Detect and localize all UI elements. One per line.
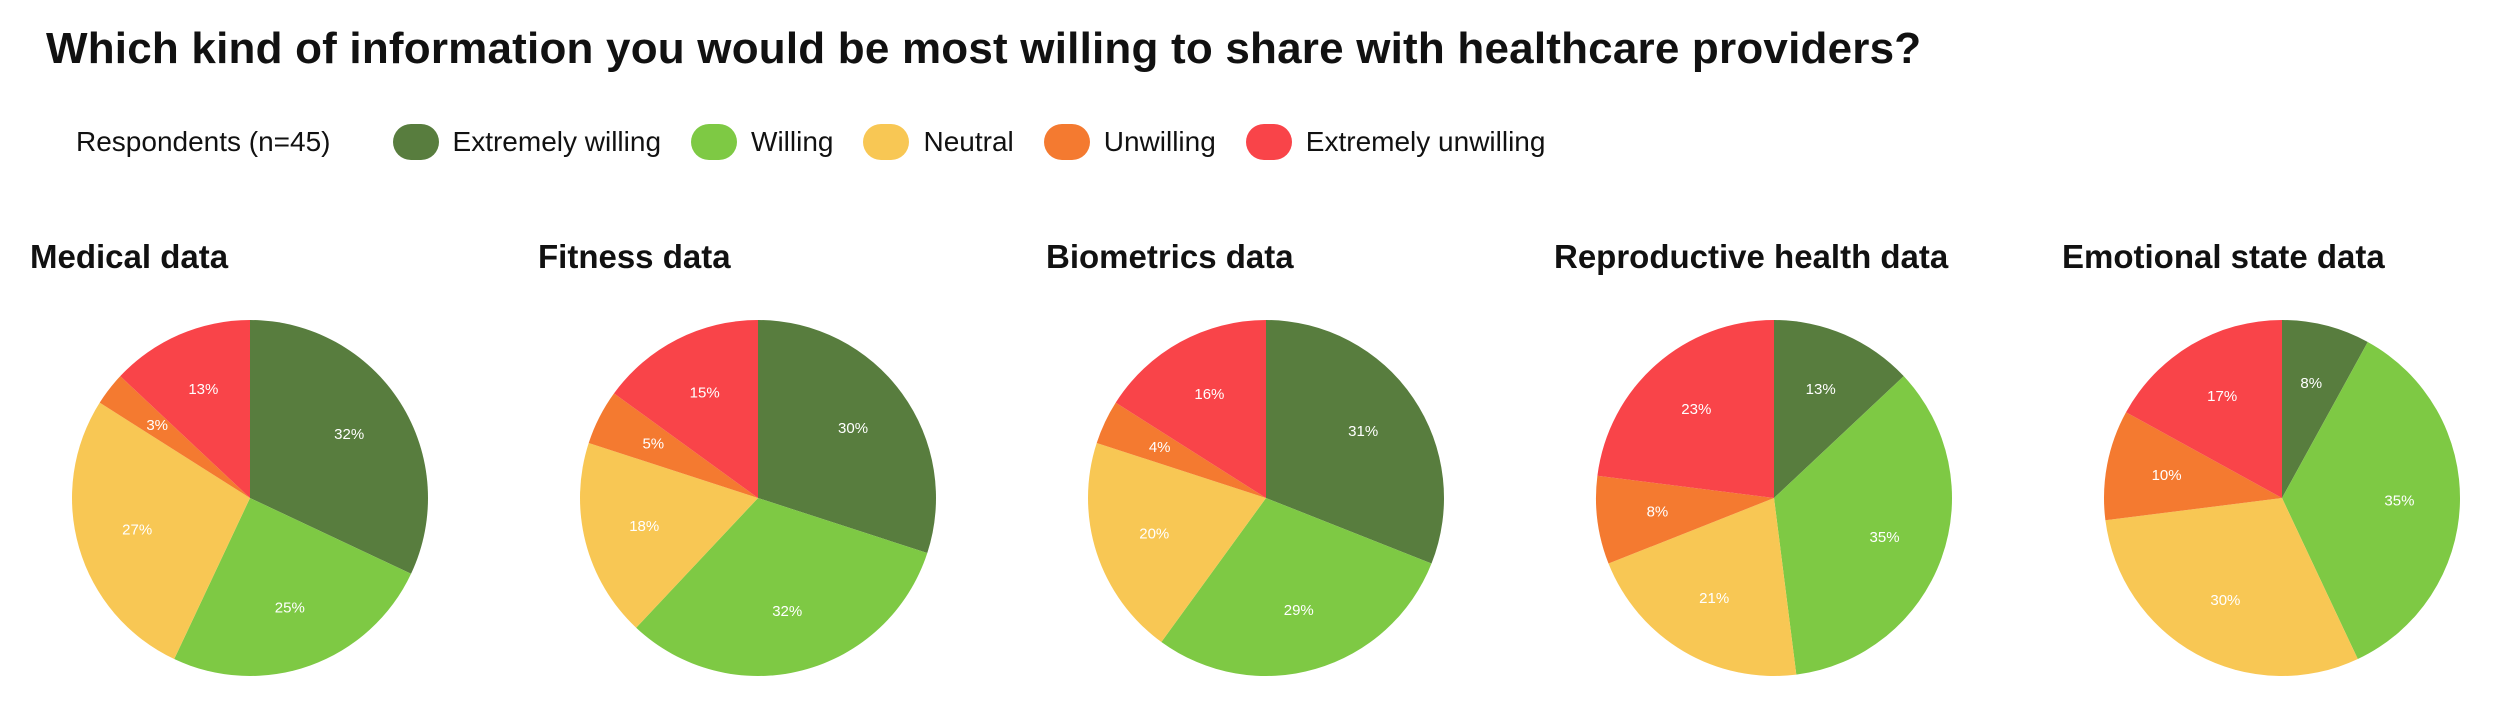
pie-data-label: 10% — [2152, 467, 2182, 484]
pie-chart-medical: 32% 25% 27% 3% 13% — [72, 320, 428, 676]
pie-panel-medical: Medical data 32% 25% 27% 3% 13% — [30, 238, 490, 708]
pie-data-label: 20% — [1139, 525, 1169, 542]
pie-slice-unwilling — [1596, 475, 1774, 564]
pie-title: Reproductive health data — [1554, 238, 1949, 275]
pie-slice-extremely-willing — [1266, 320, 1444, 564]
pie-chart-emotional: 8% 35% 30% 10% 17% — [2104, 320, 2460, 676]
pie-data-label: 3% — [146, 417, 168, 434]
pie-slice-extremely-unwilling — [1115, 320, 1266, 498]
pie-slice-willing — [636, 498, 928, 676]
pie-data-label: 32% — [772, 603, 802, 620]
pie-slice-unwilling — [99, 376, 251, 498]
pie-slice-extremely-unwilling — [120, 320, 250, 498]
pie-data-label: 32% — [334, 426, 364, 443]
pie-data-label: 23% — [1681, 401, 1711, 418]
legend-swatch — [1043, 124, 1090, 160]
legend-label: Extremely willing — [452, 126, 662, 157]
legend: Respondents (n=45) Extremely willing Wil… — [76, 120, 1575, 164]
pie-data-label: 29% — [1284, 602, 1314, 619]
legend-item-unwilling: Unwilling — [1043, 124, 1216, 160]
pie-chart-biometrics: 31% 29% 20% 4% 16% — [1088, 320, 1444, 677]
pie-title: Medical data — [30, 238, 229, 275]
pie-panel-reproductive: Reproductive health data 13% 35% 21% 8% 23% — [1554, 238, 2014, 708]
pie-panel-emotional: Emotional state data 8% 35% 30% 10% 17% — [2062, 238, 2500, 708]
legend-label: Willing — [751, 126, 834, 157]
legend-item-willing: Willing — [691, 124, 833, 160]
pie-slice-willing — [1161, 498, 1432, 677]
pie-data-label: 15% — [690, 384, 720, 401]
pie-data-label: 8% — [1647, 504, 1669, 521]
pie-slice-extremely-unwilling — [1597, 320, 1774, 498]
pie-slice-unwilling — [588, 393, 758, 498]
pie-data-label: 13% — [1806, 381, 1836, 398]
pie-slice-willing — [2282, 342, 2460, 660]
pie-data-label: 35% — [2384, 493, 2414, 510]
pie-slice-extremely-willing — [2282, 320, 2368, 498]
legend-item-neutral: Neutral — [863, 124, 1014, 160]
pie-data-label: 8% — [2300, 375, 2322, 392]
pie-data-label: 25% — [275, 600, 305, 617]
pie-slice-neutral — [72, 402, 250, 660]
pie-data-label: 21% — [1699, 590, 1729, 607]
pie-data-label: 30% — [2210, 592, 2240, 609]
pie-data-label: 13% — [188, 381, 218, 398]
pie-title: Emotional state data — [2062, 238, 2385, 275]
pie-slice-unwilling — [2104, 412, 2282, 521]
legend-swatch — [392, 124, 439, 160]
pie-slice-neutral — [1088, 442, 1266, 643]
legend-caption: Respondents (n=45) — [76, 126, 331, 157]
pie-slice-willing — [174, 498, 412, 676]
pie-data-label: 16% — [1194, 386, 1224, 403]
pie-slice-neutral — [1608, 498, 1797, 676]
pie-chart-reproductive: 13% 35% 21% 8% 23% — [1596, 320, 1952, 676]
legend-label: Unwilling — [1103, 126, 1216, 157]
pie-slice-willing — [1774, 376, 1952, 675]
pie-slice-neutral — [2105, 498, 2358, 676]
pie-slice-extremely-willing — [1774, 320, 1904, 498]
legend-item-extremely-unwilling: Extremely unwilling — [1245, 124, 1546, 160]
legend-label: Extremely unwilling — [1305, 126, 1546, 157]
pie-data-label: 31% — [1348, 423, 1378, 440]
pie-slice-extremely-willing — [250, 320, 428, 574]
pie-slice-extremely-unwilling — [2126, 320, 2282, 498]
pie-data-label: 4% — [1149, 439, 1171, 456]
pie-slice-extremely-willing — [758, 320, 936, 554]
pie-data-label: 17% — [2207, 388, 2237, 405]
legend-label: Neutral — [923, 126, 1014, 157]
legend-swatch — [863, 124, 910, 160]
pie-panel-biometrics: Biometrics data 31% 29% 20% 4% 16% — [1046, 238, 1506, 708]
pie-title: Fitness data — [538, 238, 731, 275]
legend-swatch — [1245, 124, 1292, 160]
legend-swatch — [691, 124, 738, 160]
pie-panel-fitness: Fitness data 30% 32% 18% 5% 15% — [538, 238, 998, 708]
pie-data-label: 30% — [838, 420, 868, 437]
legend-item-extremely-willing: Extremely willing — [392, 124, 662, 160]
pie-slice-extremely-unwilling — [613, 320, 758, 498]
chart-title: Which kind of information you would be m… — [46, 24, 1922, 73]
pie-data-label: 27% — [122, 522, 152, 539]
pie-title: Biometrics data — [1046, 238, 1294, 275]
pie-slice-neutral — [580, 442, 758, 628]
pie-data-label: 5% — [642, 436, 664, 453]
pie-data-label: 35% — [1870, 529, 1900, 546]
pie-chart-fitness: 30% 32% 18% 5% 15% — [580, 320, 936, 676]
pie-data-label: 18% — [629, 518, 659, 535]
pie-slice-unwilling — [1096, 402, 1266, 498]
